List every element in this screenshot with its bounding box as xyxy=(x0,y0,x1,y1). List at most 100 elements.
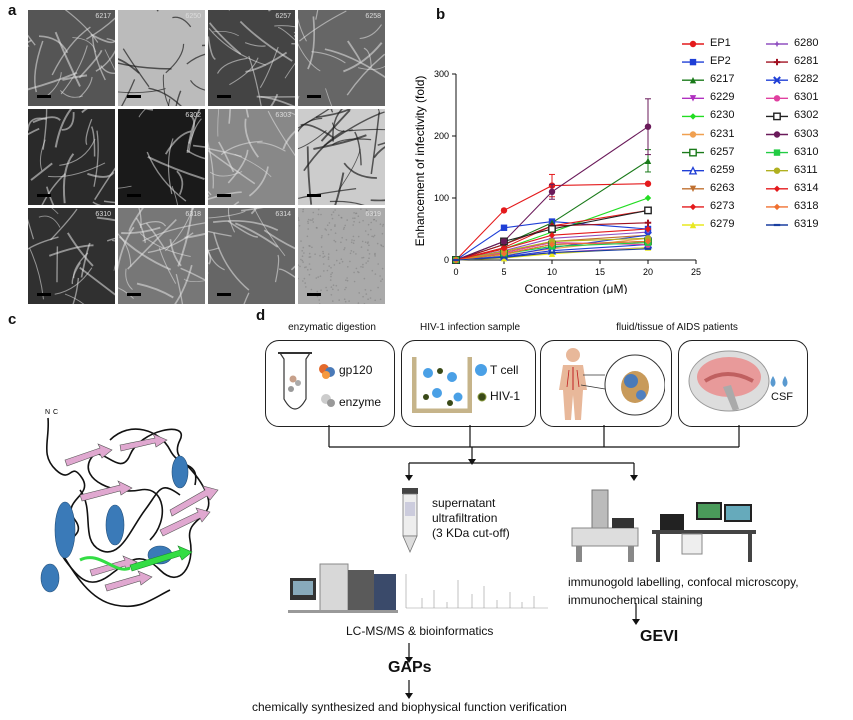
brain-icon xyxy=(688,350,770,412)
legend-label-6302: 6302 xyxy=(794,109,819,122)
legend-label-6231: 6231 xyxy=(710,127,735,140)
cutoff-label: (3 KDa cut-off) xyxy=(432,526,510,540)
legend-marker-6230 xyxy=(689,113,697,120)
legend-label-6318: 6318 xyxy=(794,199,819,212)
data-point-6302 xyxy=(548,225,556,233)
scale-bar xyxy=(307,293,321,296)
legend-marker-6257 xyxy=(689,148,697,157)
legend-marker-6273 xyxy=(689,203,697,211)
em-tile-6250: 6250 xyxy=(118,10,205,106)
data-point-6318 xyxy=(644,238,652,245)
legend-label-6314: 6314 xyxy=(794,181,819,194)
y-tick-label: 300 xyxy=(434,69,449,79)
lc-ms-instrument-icon xyxy=(288,563,398,613)
csf-label: CSF xyxy=(771,391,793,403)
series-line-6319 xyxy=(455,248,649,261)
legend-label-6303: 6303 xyxy=(794,127,819,140)
legend-label-6310: 6310 xyxy=(794,145,819,158)
em-tile-label: 6258 xyxy=(365,13,381,20)
legend-label-6280: 6280 xyxy=(794,37,819,49)
em-tile-6314: 6314 xyxy=(208,208,295,304)
panel-d-label: d xyxy=(256,307,266,324)
em-tile-6302: 6302 xyxy=(118,109,205,205)
em-tile-label: 6319 xyxy=(365,211,381,218)
imaging-methods-label-2: immunochemical staining xyxy=(568,593,703,607)
em-tile-label: 6302 xyxy=(185,112,201,119)
em-tile-6258: 6258 xyxy=(298,10,385,106)
data-point-6302 xyxy=(644,206,652,215)
data-point-6303 xyxy=(548,188,556,195)
legend-label-EP1: EP1 xyxy=(710,37,731,49)
series-line-6273 xyxy=(455,209,649,261)
data-point-6217 xyxy=(644,157,652,164)
series-line-EP1 xyxy=(455,183,649,261)
x-tick-label: 5 xyxy=(501,267,506,277)
verification-label: chemically synthesized and biophysical f… xyxy=(252,700,567,714)
y-tick-label: 0 xyxy=(444,255,449,265)
legend-label-6229: 6229 xyxy=(710,91,735,104)
series-line-6303 xyxy=(455,126,649,261)
em-tile-label: 6217 xyxy=(95,13,111,20)
legend-marker-6318 xyxy=(773,203,781,211)
scale-bar xyxy=(127,194,141,197)
scale-bar xyxy=(307,194,321,197)
enzyme-label: enzyme xyxy=(339,395,382,409)
legend-marker-6314 xyxy=(773,185,781,192)
csf-box: CSF xyxy=(678,340,808,427)
enzyme-icon xyxy=(321,394,335,407)
imaging-methods-label: immunogold labelling, confocal microscop… xyxy=(568,575,799,589)
chart-legend: EP1 EP2 6217 6229 6230 6231 6257 6259 6263 6273 62… xyxy=(680,36,850,236)
hiv-label: HIV-1 xyxy=(490,389,521,403)
patient-tissue-box xyxy=(540,340,672,427)
data-point-6318 xyxy=(548,241,556,248)
scale-bar xyxy=(37,293,51,296)
em-tile-blank-4 xyxy=(28,109,115,205)
data-point-6303 xyxy=(644,123,652,130)
em-tile-6217: 6217 xyxy=(28,10,115,106)
scale-bar xyxy=(217,95,231,98)
n-terminus-label: N xyxy=(45,409,50,416)
legend-marker-EP2 xyxy=(689,58,697,66)
y-axis-label: Enhancement of infectivity (fold) xyxy=(413,76,427,247)
legend-label-6257: 6257 xyxy=(710,145,735,158)
data-point-6230 xyxy=(644,194,652,202)
legend-marker-6259 xyxy=(688,166,698,175)
series-line-6311 xyxy=(455,237,649,261)
hiv-infection-box: T cell HIV-1 xyxy=(401,340,536,427)
em-tile-6319: 6319 xyxy=(298,208,385,304)
confocal-microscope-icon xyxy=(652,502,756,562)
legend-label-6281: 6281 xyxy=(794,55,819,68)
x-tick-label: 20 xyxy=(643,267,653,277)
data-point-6314 xyxy=(500,245,508,253)
supernatant-label: supernatant xyxy=(432,496,496,510)
legend-label-EP2: EP2 xyxy=(710,55,731,68)
culture-well-icon xyxy=(412,357,472,413)
legend-label-6301: 6301 xyxy=(794,91,819,104)
enzymatic-digestion-box: gp120 enzyme xyxy=(265,340,395,427)
x-tick-label: 25 xyxy=(691,267,701,277)
panel-a-label: a xyxy=(8,2,17,19)
legend-marker-6263 xyxy=(689,185,697,192)
legend-marker-6279 xyxy=(689,221,697,229)
em-tile-6257: 6257 xyxy=(208,10,295,106)
alpha-helices xyxy=(40,455,189,593)
em-tile-label: 6310 xyxy=(95,211,111,218)
series-line-6318 xyxy=(455,240,649,261)
t-cell-label: T cell xyxy=(490,363,519,377)
x-axis-label: Concentration (μM) xyxy=(525,282,628,294)
legend-marker-EP1 xyxy=(689,40,697,48)
legend-label-6311: 6311 xyxy=(794,163,818,176)
gevi-label: GEVI xyxy=(640,628,679,645)
lcms-bioinformatics-label: LC-MS/MS & bioinformatics xyxy=(346,624,494,638)
legend-markers xyxy=(682,40,788,229)
data-point-EP2 xyxy=(500,224,508,231)
legend-marker-6302 xyxy=(773,112,781,121)
gaps-label: GAPs xyxy=(388,659,432,676)
c-terminus-label: C xyxy=(53,409,58,416)
legend-marker-6301 xyxy=(773,95,781,102)
hiv-virus-icon xyxy=(477,392,487,402)
gp120-label: gp120 xyxy=(339,363,373,377)
csf-droplets-icon xyxy=(770,376,788,387)
data-point-EP1 xyxy=(500,207,508,214)
box1-title: enzymatic digestion xyxy=(288,322,376,333)
